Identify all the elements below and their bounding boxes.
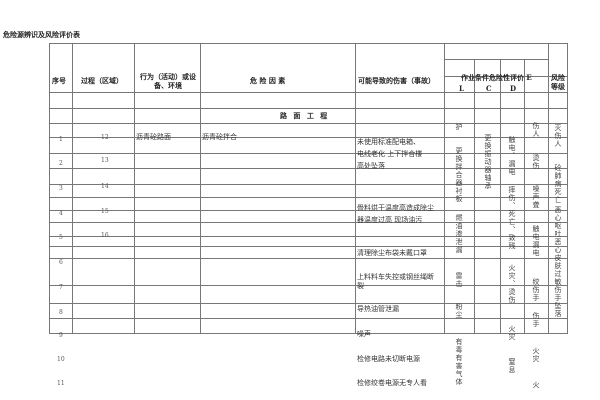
l-text: 更换拌合器衬板 (455, 147, 463, 203)
section-title: 路 面 工 程 (280, 111, 330, 120)
harm-text: 未使用标准配电箱、电线老化 上下拌合楼高处坠落 (357, 138, 423, 170)
l-text: 粉尘 (455, 303, 463, 319)
row-process: 12 (101, 134, 109, 141)
header-harm: 可能导致的伤害（事故） (358, 76, 435, 85)
e-text: 伤手 (532, 312, 540, 328)
e-text: 烫伤 (532, 154, 540, 170)
harm-text: 噪声 (357, 330, 371, 338)
risk-text: 灭伤人 (554, 124, 562, 148)
row-no: 3 (59, 185, 63, 192)
e-text: 火灾 (532, 347, 540, 363)
header-activity: 行为（活动）或设备、环境 (140, 72, 196, 90)
header-l: L (459, 84, 464, 93)
risk-text: 砼肺病死亡 (554, 164, 562, 204)
header-d: D (510, 84, 517, 93)
l-text: 有毒有害气体 (455, 338, 463, 386)
e-text: 绞伤手 (532, 278, 540, 302)
d-text: 触电、漏电 (508, 136, 516, 176)
e-text: 噪声聋 (532, 185, 540, 209)
e-text: 伤人 (532, 122, 540, 138)
d-text: 摔伤、死亡、致残 (508, 186, 516, 250)
row-no: 2 (59, 160, 63, 167)
header-process: 过程（区域） (81, 76, 123, 85)
harm-text: 上料料车失控或钢丝绳断裂 (357, 273, 434, 290)
header-factor: 危 险 因 素 (250, 76, 286, 85)
header-risk: 风险等级 (551, 73, 565, 91)
row-no: 8 (59, 309, 63, 316)
header-no: 序号 (52, 76, 66, 85)
risk-text: 恶心呕吐恶心皮肤过敏伤手坠落 (554, 206, 562, 318)
row-no: 5 (59, 234, 63, 241)
l-text: 护 (455, 123, 463, 131)
harm-text: 检修绞卷电源无专人看 (357, 379, 427, 387)
c-text: 更换振动器轴承 (484, 134, 492, 190)
row-no: 1 (59, 136, 63, 143)
row-process: 15 (101, 208, 109, 215)
document-title: 危险源辨识及风险评价表 (3, 30, 80, 39)
harm-text: 骨料烘干温度高造成除尘器温度过高 现场油污 (357, 204, 434, 224)
harm-text: 导热油管泄漏 (357, 305, 399, 313)
row-no: 6 (59, 259, 63, 266)
l-text: 燃油渗泄漏 (455, 214, 463, 254)
row-process: 14 (101, 183, 109, 190)
row-process: 13 (101, 157, 109, 164)
row-process: 16 (101, 232, 109, 239)
e-text: 触电漏电 (532, 225, 540, 257)
header-eval: 作业条件危险性评价 E (461, 73, 532, 82)
header-c: C (486, 84, 492, 93)
e-text: 火 (532, 381, 540, 389)
row-no: 10 (57, 356, 65, 363)
harm-text: 检修电路未切断电源 (357, 355, 420, 363)
d-text: 火灾、烫伤 (508, 264, 516, 304)
harm-text: 清理除尘布袋未戴口罩 (357, 249, 427, 257)
l-text: 雷击 (455, 272, 463, 288)
row-no: 7 (59, 284, 63, 291)
row-no: 9 (59, 332, 63, 339)
row-factor: 沥青砼拌合 (202, 133, 237, 141)
row-no: 11 (57, 380, 65, 387)
row-no: 4 (59, 210, 63, 217)
d-text: 火灾 (508, 325, 516, 341)
d-text: 窒息 (508, 358, 516, 374)
row-activity: 沥青砼路面 (136, 133, 171, 141)
